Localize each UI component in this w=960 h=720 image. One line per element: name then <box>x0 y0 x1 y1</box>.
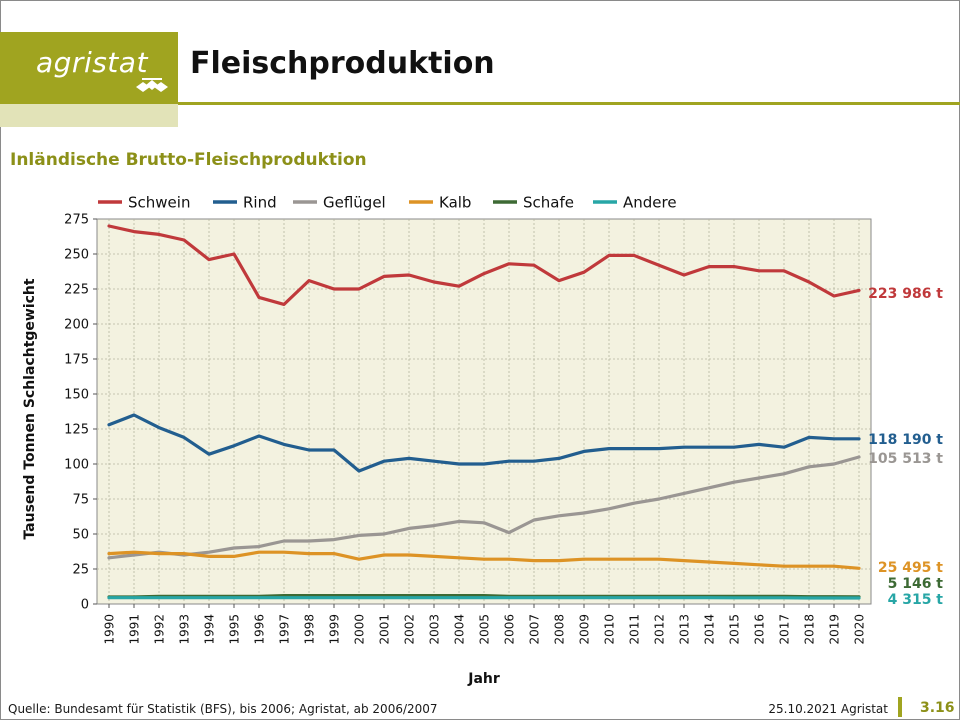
y-tick-label: 125 <box>64 423 89 438</box>
x-tick-label: 2005 <box>478 614 492 645</box>
x-tick-label: 2009 <box>578 614 592 645</box>
logo-underlay <box>0 104 178 127</box>
x-tick-label: 1993 <box>178 614 192 645</box>
line-chart: 0 25 50 75 100 125 150 175 200 225 250 275 1990 1991 1… <box>22 194 943 688</box>
x-tick-label: 2001 <box>378 614 392 645</box>
logo-mark-icon <box>136 78 168 92</box>
x-tick-label: 1990 <box>103 614 117 645</box>
end-label-kalb: 25 495 t <box>878 560 943 576</box>
x-tick-label: 2011 <box>628 614 642 645</box>
chart-subtitle: Inländische Brutto-Fleischproduktion <box>10 150 367 170</box>
x-tick-label: 1998 <box>303 614 317 645</box>
y-tick-label: 250 <box>64 248 89 263</box>
x-tick-label: 1991 <box>128 614 142 645</box>
end-label-schafe: 5 146 t <box>888 576 944 592</box>
legend-label-andere: Andere <box>623 194 677 212</box>
footer-source: Quelle: Bundesamt für Statistik (BFS), b… <box>8 702 438 716</box>
series-lines <box>107 224 861 600</box>
x-tick-label: 2012 <box>653 614 667 645</box>
x-tick-label: 1994 <box>203 614 217 645</box>
x-tick-label: 2016 <box>753 614 767 645</box>
axes: 0 25 50 75 100 125 150 175 200 225 250 275 1990 1991 1… <box>64 213 866 645</box>
x-tick-label: 2007 <box>528 614 542 645</box>
x-tick-label: 2000 <box>353 614 367 645</box>
series-line-kalb <box>107 550 861 570</box>
y-tick-label: 25 <box>72 563 89 578</box>
x-tick-label: 1997 <box>278 614 292 645</box>
y-tick-label: 200 <box>64 318 89 333</box>
y-tick-label: 275 <box>64 213 89 228</box>
logo-text: agristat <box>36 46 148 79</box>
page-number: 3.16 <box>920 700 955 716</box>
legend: Schwein Rind Geflügel Kalb Schafe Andere <box>98 194 677 212</box>
y-tick-label: 225 <box>64 283 89 298</box>
y-axis-title: Tausend Tonnen Schlachtgewicht <box>22 278 38 539</box>
legend-label-schafe: Schafe <box>523 194 574 212</box>
x-tick-label: 1995 <box>228 614 242 645</box>
x-tick-label: 1996 <box>253 614 267 645</box>
x-tick-label: 2018 <box>803 614 817 645</box>
x-tick-label: 2015 <box>728 614 742 645</box>
x-tick-label: 2020 <box>853 614 867 645</box>
end-label-geflügel: 105 513 t <box>868 451 943 467</box>
y-tick-label: 150 <box>64 388 89 403</box>
end-label-schwein: 223 986 t <box>868 286 943 302</box>
end-label-rind: 118 190 t <box>868 432 943 448</box>
x-tick-label: 2008 <box>553 614 567 645</box>
agristat-logo: agristat <box>0 32 178 104</box>
title-underline <box>178 102 960 105</box>
grid-lines <box>97 219 871 604</box>
x-tick-label: 1999 <box>328 614 342 645</box>
y-tick-label: 50 <box>72 528 89 543</box>
legend-label-schwein: Schwein <box>128 194 190 212</box>
series-line-geflügel <box>107 455 861 560</box>
x-tick-label: 2003 <box>428 614 442 645</box>
series-line-schwein <box>107 224 861 306</box>
x-tick-label: 2004 <box>453 614 467 645</box>
y-tick-label: 75 <box>72 493 89 508</box>
footer-divider <box>898 697 902 717</box>
x-tick-label: 2017 <box>778 614 792 645</box>
x-axis-title: Jahr <box>467 671 500 687</box>
x-tick-label: 2013 <box>678 614 692 645</box>
end-labels: 223 986 t 118 190 t 105 513 t 25 495 t5 146… <box>868 286 943 608</box>
y-tick-label: 175 <box>64 353 89 368</box>
page-title: Fleischproduktion <box>190 46 495 81</box>
end-label-andere: 4 315 t <box>888 592 944 608</box>
y-tick-label: 0 <box>81 598 89 613</box>
legend-label-kalb: Kalb <box>439 194 471 212</box>
x-tick-label: 2002 <box>403 614 417 645</box>
legend-label-rind: Rind <box>243 194 277 212</box>
x-tick-label: 2014 <box>703 614 717 645</box>
series-line-rind <box>107 413 861 473</box>
x-tick-label: 2010 <box>603 614 617 645</box>
legend-label-geflügel: Geflügel <box>323 194 386 212</box>
x-tick-label: 1992 <box>153 614 167 645</box>
footer-date: 25.10.2021 Agristat <box>768 702 888 716</box>
y-tick-label: 100 <box>64 458 89 473</box>
x-tick-label: 2019 <box>828 614 842 645</box>
x-tick-label: 2006 <box>503 614 517 645</box>
